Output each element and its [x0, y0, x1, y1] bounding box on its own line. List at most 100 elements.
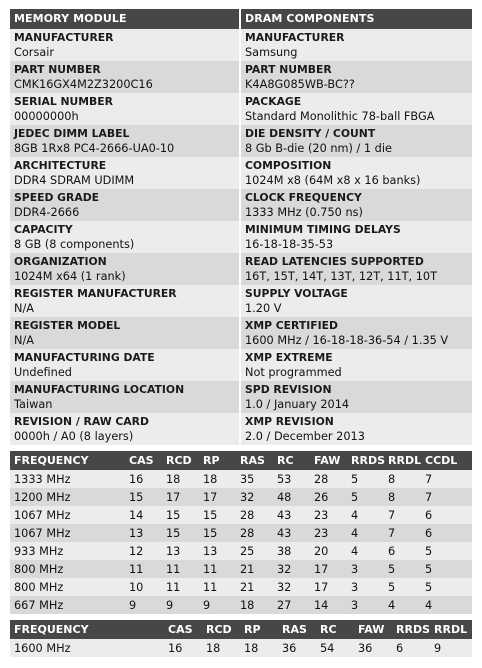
column-header-rc: RC	[273, 451, 310, 470]
cell-cas: 16	[164, 639, 202, 657]
cell-rrds: 3	[347, 578, 384, 596]
column-header-frequency: FREQUENCY	[10, 620, 164, 639]
cell-cas: 13	[125, 524, 162, 542]
cell-frequency: 1200 MHz	[10, 488, 125, 506]
cell-cas: 15	[125, 488, 162, 506]
memory-module-field-revision-raw-card: REVISION / RAW CARD 0000h / A0 (8 layers)	[10, 413, 239, 445]
cell-frequency: 800 MHz	[10, 578, 125, 596]
dram-components-field-read-latencies-supported: READ LATENCIES SUPPORTED 16T, 15T, 14T, 1…	[241, 253, 472, 285]
cell-rcd: 18	[202, 639, 240, 657]
cell-rcd: 13	[162, 542, 199, 560]
cell-ccdl: 6	[421, 524, 472, 542]
cell-rp: 17	[199, 488, 236, 506]
cell-faw: 17	[310, 578, 347, 596]
field-label: SUPPLY VOLTAGE	[245, 287, 348, 300]
memory-module-field-manufacturing-location: MANUFACTURING LOCATION Taiwan	[10, 381, 239, 413]
cell-rc: 32	[273, 578, 310, 596]
cell-ras: 36	[278, 639, 316, 657]
cell-ccdl: 7	[421, 470, 472, 488]
field-value: N/A	[14, 334, 34, 347]
cell-frequency: 1333 MHz	[10, 470, 125, 488]
field-value: Corsair	[14, 46, 55, 59]
cell-cas: 10	[125, 578, 162, 596]
field-value: 1024M x64 (1 rank)	[14, 270, 126, 283]
column-header-cas: CAS	[125, 451, 162, 470]
cell-faw: 28	[310, 470, 347, 488]
cell-ras: 28	[236, 524, 273, 542]
timing-table: FREQUENCY CAS RCD RP RAS RC FAW RRDS RRDL CCDL 13…	[10, 451, 472, 614]
xmp-table-header-row: FREQUENCY CAS RCD RP RAS RC FAW RRDS RRDL	[10, 620, 472, 639]
field-value: 16-18-18-35-53	[245, 238, 334, 251]
dram-components-field-part-number: PART NUMBER K4A8G085WB-BC??	[241, 61, 472, 93]
cell-rcd: 9	[162, 596, 199, 614]
column-header-rp: RP	[240, 620, 278, 639]
field-value: DDR4 SDRAM UDIMM	[14, 174, 135, 187]
dram-components-field-xmp-revision: XMP REVISION 2.0 / December 2013	[241, 413, 472, 445]
memory-module-field-part-number: PART NUMBER CMK16GX4M2Z3200C16	[10, 61, 239, 93]
field-label: MANUFACTURING LOCATION	[14, 383, 185, 396]
cell-rcd: 11	[162, 578, 199, 596]
cell-rrdl: 7	[384, 524, 421, 542]
dram-components-field-clock-frequency: CLOCK FREQUENCY 1333 MHz (0.750 ns)	[241, 189, 472, 221]
dram-components-panel: DRAM COMPONENTS MANUFACTURER Samsung PART …	[241, 9, 472, 445]
field-value: Undefined	[14, 366, 72, 379]
memory-module-field-architecture: ARCHITECTURE DDR4 SDRAM UDIMM	[10, 157, 239, 189]
field-value: Taiwan	[14, 398, 53, 411]
cell-cas: 11	[125, 560, 162, 578]
field-label: ARCHITECTURE	[14, 159, 107, 172]
cell-ccdl: 4	[421, 596, 472, 614]
cell-cas: 12	[125, 542, 162, 560]
cell-ccdl: 5	[421, 542, 472, 560]
field-value: 00000000h	[14, 110, 79, 123]
cell-ccdl: 5	[421, 578, 472, 596]
field-value: 8 Gb B-die (20 nm) / 1 die	[245, 142, 392, 155]
column-header-ras: RAS	[278, 620, 316, 639]
memory-module-field-manufacturing-date: MANUFACTURING DATE Undefined	[10, 349, 239, 381]
field-label: SPEED GRADE	[14, 191, 100, 204]
cell-rc: 53	[273, 470, 310, 488]
table-row: 800 MHz 11 11 11 21 32 17 3 5 5	[10, 560, 472, 578]
field-label: REGISTER MANUFACTURER	[14, 287, 177, 300]
table-row: 1067 MHz 13 15 15 28 43 23 4 7 6	[10, 524, 472, 542]
table-row: 800 MHz 10 11 11 21 32 17 3 5 5	[10, 578, 472, 596]
memory-module-panel: MEMORY MODULE MANUFACTURER Corsair PART NU…	[10, 9, 241, 445]
field-label: PART NUMBER	[245, 63, 332, 76]
cell-rc: 27	[273, 596, 310, 614]
table-row: 1333 MHz 16 18 18 35 53 28 5 8 7	[10, 470, 472, 488]
cell-rc: 32	[273, 560, 310, 578]
field-label: XMP EXTREME	[245, 351, 333, 364]
table-row: 1600 MHz 16 18 18 36 54 36 6 9	[10, 639, 472, 657]
field-label: SERIAL NUMBER	[14, 95, 113, 108]
cell-ccdl: 6	[421, 506, 472, 524]
field-label: READ LATENCIES SUPPORTED	[245, 255, 424, 268]
cell-ras: 32	[236, 488, 273, 506]
field-value: Standard Monolithic 78-ball FBGA	[245, 110, 435, 123]
cell-rcd: 11	[162, 560, 199, 578]
cell-rp: 9	[199, 596, 236, 614]
field-label: XMP REVISION	[245, 415, 334, 428]
column-header-rc: RC	[316, 620, 354, 639]
memory-module-field-jedec-dimm-label: JEDEC DIMM LABEL 8GB 1Rx8 PC4-2666-UA0-10	[10, 125, 239, 157]
cell-rrdl: 8	[384, 488, 421, 506]
column-header-faw: FAW	[354, 620, 392, 639]
cell-rrdl: 6	[384, 542, 421, 560]
field-value: Samsung	[245, 46, 298, 59]
cell-rcd: 15	[162, 506, 199, 524]
cell-rrdl: 5	[384, 578, 421, 596]
cell-ras: 21	[236, 560, 273, 578]
timing-table-header-row: FREQUENCY CAS RCD RP RAS RC FAW RRDS RRDL CCDL	[10, 451, 472, 470]
cell-faw: 14	[310, 596, 347, 614]
field-label: XMP CERTIFIED	[245, 319, 338, 332]
cell-rc: 38	[273, 542, 310, 560]
cell-rrds: 5	[347, 470, 384, 488]
dram-components-field-spd-revision: SPD REVISION 1.0 / January 2014	[241, 381, 472, 413]
memory-module-field-manufacturer: MANUFACTURER Corsair	[10, 29, 239, 61]
cell-faw: 17	[310, 560, 347, 578]
cell-ras: 28	[236, 506, 273, 524]
cell-rp: 15	[199, 506, 236, 524]
cell-ras: 35	[236, 470, 273, 488]
column-header-rrdl: RRDL	[384, 451, 421, 470]
field-label: CAPACITY	[14, 223, 73, 236]
cell-frequency: 800 MHz	[10, 560, 125, 578]
